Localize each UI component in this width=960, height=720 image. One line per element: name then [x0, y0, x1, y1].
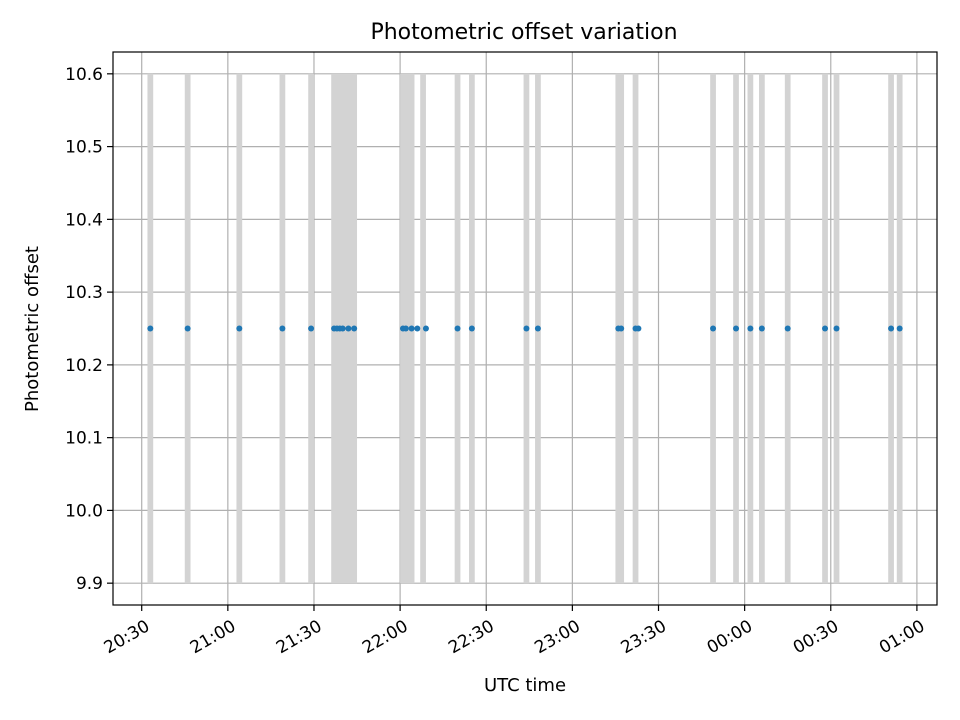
- x-axis-label: UTC time: [484, 675, 566, 696]
- data-point: [534, 325, 541, 332]
- data-point: [888, 325, 895, 332]
- data-point: [184, 325, 191, 332]
- data-point: [710, 325, 717, 332]
- x-tick-label: 23:30: [618, 616, 670, 658]
- plot-frame: [112, 51, 938, 606]
- x-tick-label: 22:00: [359, 616, 411, 658]
- data-point: [784, 325, 791, 332]
- data-point: [345, 325, 352, 332]
- y-tick-label: 10.6: [65, 65, 103, 85]
- x-tick-label: 21:00: [187, 616, 239, 658]
- x-tick-label: 21:30: [273, 616, 325, 658]
- data-point: [833, 325, 840, 332]
- data-point: [822, 325, 829, 332]
- data-point: [308, 325, 315, 332]
- y-tick-label: 10.2: [65, 356, 103, 376]
- data-point: [402, 325, 409, 332]
- data-point: [454, 325, 461, 332]
- data-point: [747, 325, 754, 332]
- data-point: [279, 325, 286, 332]
- data-point: [618, 325, 625, 332]
- data-point: [758, 325, 765, 332]
- data-point: [339, 325, 346, 332]
- x-tick-label: 23:00: [531, 616, 583, 658]
- y-tick-label: 10.5: [65, 138, 103, 158]
- y-tick-label: 10.0: [65, 501, 103, 521]
- data-point: [422, 325, 429, 332]
- chart-title: Photometric offset variation: [370, 20, 677, 45]
- data-point: [414, 325, 421, 332]
- y-tick-label: 10.4: [65, 210, 103, 230]
- data-point: [733, 325, 740, 332]
- data-point: [351, 325, 358, 332]
- x-tick-label: 00:00: [704, 616, 756, 658]
- data-point: [236, 325, 243, 332]
- x-tick-label: 00:30: [790, 616, 842, 658]
- y-tick-label: 10.1: [65, 429, 103, 449]
- data-point: [147, 325, 154, 332]
- data-point: [523, 325, 530, 332]
- data-point: [468, 325, 475, 332]
- y-tick-label: 10.3: [65, 283, 103, 303]
- data-point: [408, 325, 415, 332]
- y-axis: 9.9 10.0 10.1 10.2 10.3 10.4 10.5 10.6: [65, 65, 113, 594]
- data-points: [147, 325, 903, 332]
- y-axis-label: Photometric offset: [22, 246, 43, 412]
- data-point: [896, 325, 903, 332]
- x-tick-label: 01:00: [876, 616, 928, 658]
- y-tick-label: 9.9: [76, 574, 103, 594]
- data-point: [635, 325, 642, 332]
- x-tick-label: 20:30: [101, 616, 153, 658]
- x-axis: 20:30 21:00 21:30 22:00 22:30 23:00 23:30 00:00…: [101, 605, 928, 658]
- x-tick-label: 22:30: [445, 616, 497, 658]
